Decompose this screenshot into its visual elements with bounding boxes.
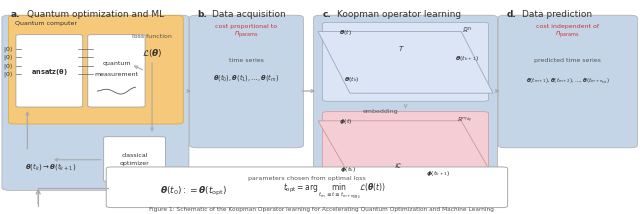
Text: $\mathcal{K}$: $\mathcal{K}$	[394, 161, 401, 170]
FancyBboxPatch shape	[106, 167, 508, 208]
Text: $\boldsymbol{\theta}(t_k) \to \boldsymbol{\theta}(t_{k+1})$: $\boldsymbol{\theta}(t_k) \to \boldsymbo…	[26, 160, 77, 172]
Text: measurement: measurement	[95, 71, 138, 77]
Text: $\boldsymbol{\phi}(t_k)$: $\boldsymbol{\phi}(t_k)$	[340, 165, 356, 174]
Text: $|0\rangle$: $|0\rangle$	[3, 69, 13, 79]
Text: b.: b.	[197, 10, 207, 19]
Text: Data acquisition: Data acquisition	[212, 10, 285, 19]
Text: Data prediction: Data prediction	[522, 10, 592, 19]
Text: cost proportional to: cost proportional to	[216, 24, 278, 29]
Text: $\boldsymbol{\theta}(t_{m+1}), \boldsymbol{\theta}(t_{m+2}), \ldots, \boldsymbol: $\boldsymbol{\theta}(t_{m+1}), \boldsymb…	[526, 77, 610, 86]
FancyBboxPatch shape	[8, 16, 183, 124]
Text: $\boldsymbol{\phi}(t_{k+1})$: $\boldsymbol{\phi}(t_{k+1})$	[426, 169, 451, 178]
Text: $|0\rangle$: $|0\rangle$	[3, 43, 13, 54]
Polygon shape	[318, 31, 493, 93]
Text: T: T	[399, 46, 403, 52]
Polygon shape	[318, 121, 493, 176]
Text: Quantum computer: Quantum computer	[15, 21, 77, 26]
Text: cost independent of: cost independent of	[536, 24, 599, 29]
Text: $\mathcal{L}(\boldsymbol{\theta})$: $\mathcal{L}(\boldsymbol{\theta})$	[141, 47, 163, 59]
Text: $\mathbf{ansatz(\theta)}$: $\mathbf{ansatz(\theta)}$	[31, 67, 68, 77]
FancyBboxPatch shape	[104, 137, 165, 181]
Text: time series: time series	[229, 58, 264, 63]
Text: loss function: loss function	[132, 34, 172, 39]
Text: $n_{\mathrm{params}}$: $n_{\mathrm{params}}$	[556, 29, 580, 40]
FancyBboxPatch shape	[323, 112, 488, 184]
Text: embedding: embedding	[363, 109, 398, 114]
Text: $\mathbb{R}^n$: $\mathbb{R}^n$	[462, 25, 472, 36]
Text: optimizer: optimizer	[120, 161, 150, 166]
Text: d.: d.	[507, 10, 516, 19]
FancyBboxPatch shape	[88, 35, 145, 107]
FancyBboxPatch shape	[314, 15, 497, 190]
Text: $|0\rangle$: $|0\rangle$	[3, 61, 13, 71]
Text: $\boldsymbol{\theta}(t)$: $\boldsymbol{\theta}(t)$	[339, 28, 352, 37]
Text: $|0\rangle$: $|0\rangle$	[3, 52, 13, 62]
Text: $\boldsymbol{\theta}(t_0), \boldsymbol{\theta}(t_1), \ldots, \boldsymbol{\theta}: $\boldsymbol{\theta}(t_0), \boldsymbol{\…	[213, 72, 280, 83]
Text: Figure 1: Schematic of the Koopman Operator learning for Accelerating Quantum Op: Figure 1: Schematic of the Koopman Opera…	[149, 207, 493, 212]
Text: $t_{\mathrm{opt}} = \arg\min_{t_m \leq t \leq t_{m+n_{\mathrm{DMS}}}} \mathcal{L: $t_{\mathrm{opt}} = \arg\min_{t_m \leq t…	[282, 181, 385, 201]
FancyBboxPatch shape	[323, 22, 488, 101]
Text: $\boldsymbol{\theta}(t_{k+1})$: $\boldsymbol{\theta}(t_{k+1})$	[455, 54, 479, 63]
Text: a.: a.	[11, 10, 20, 19]
Text: Koopman operator learning: Koopman operator learning	[337, 10, 461, 19]
Text: $n_{\mathrm{params}}$: $n_{\mathrm{params}}$	[234, 29, 259, 40]
Text: predicted time series: predicted time series	[534, 58, 601, 63]
FancyBboxPatch shape	[16, 35, 83, 107]
Text: $\boldsymbol{\phi}(t)$: $\boldsymbol{\phi}(t)$	[339, 117, 353, 126]
Text: classical: classical	[122, 153, 148, 158]
FancyBboxPatch shape	[2, 15, 189, 190]
FancyBboxPatch shape	[189, 15, 303, 148]
Text: $\boldsymbol{\theta}(t_k)$: $\boldsymbol{\theta}(t_k)$	[344, 75, 359, 84]
Text: $\mathbb{R}^{n_{\mathrm{Tdy}}}$: $\mathbb{R}^{n_{\mathrm{Tdy}}}$	[457, 115, 472, 124]
Text: parameters chosen from optimal loss: parameters chosen from optimal loss	[248, 176, 366, 181]
Text: c.: c.	[323, 10, 332, 19]
Text: Quantum optimization and ML: Quantum optimization and ML	[28, 10, 164, 19]
Text: quantum: quantum	[102, 61, 131, 66]
FancyBboxPatch shape	[498, 15, 637, 148]
Text: $\boldsymbol{\theta}(t_0) := \boldsymbol{\theta}(t_{\mathrm{opt}})$: $\boldsymbol{\theta}(t_0) := \boldsymbol…	[161, 184, 228, 198]
